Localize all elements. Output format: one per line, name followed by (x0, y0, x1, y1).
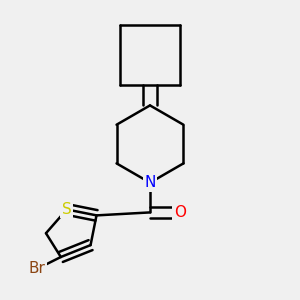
Text: O: O (174, 205, 186, 220)
Text: Br: Br (28, 261, 46, 276)
Text: S: S (62, 202, 72, 217)
Text: N: N (144, 175, 156, 190)
